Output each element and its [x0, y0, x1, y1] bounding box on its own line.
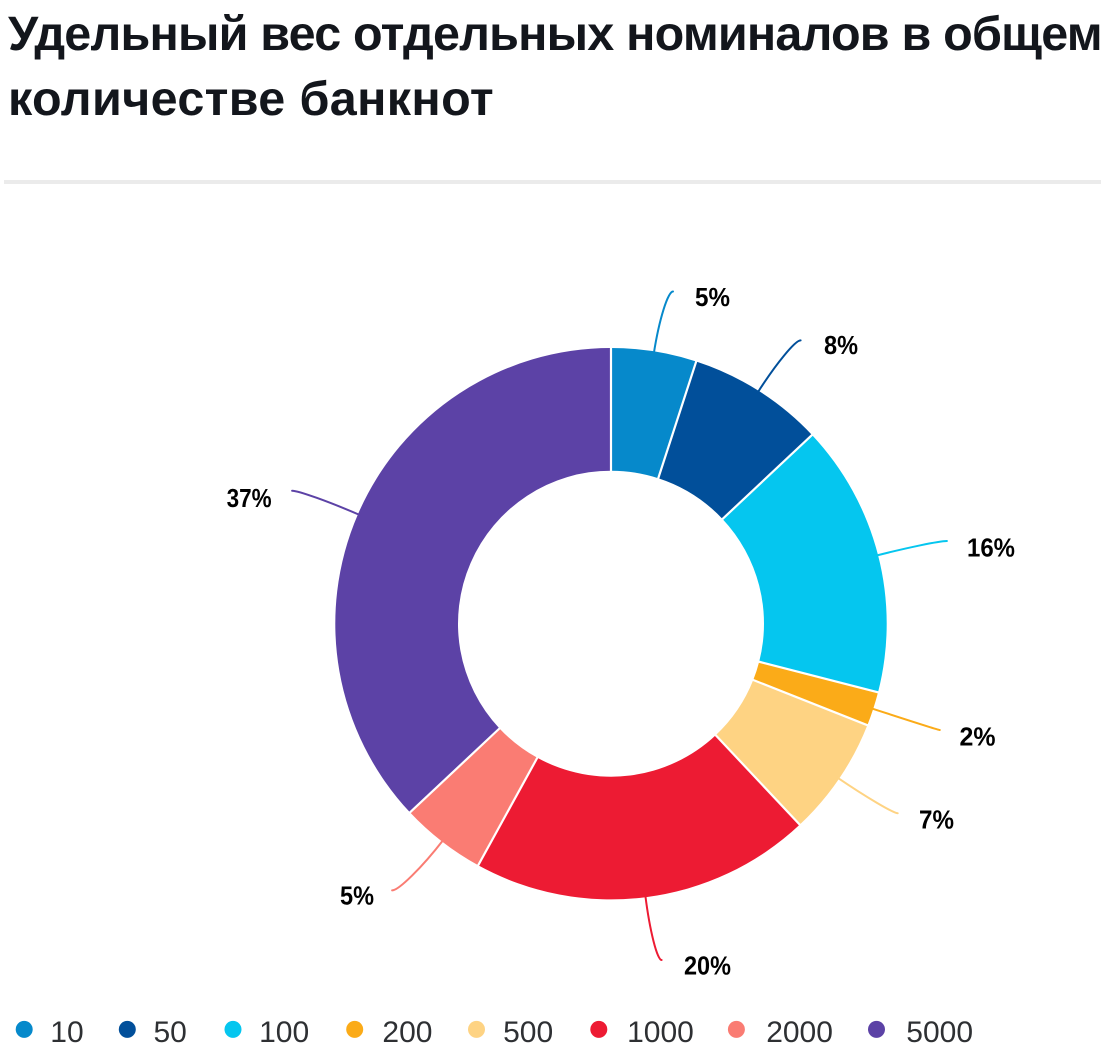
svg-text:2000: 2000: [766, 1016, 833, 1049]
svg-text:200: 200: [382, 1016, 432, 1049]
svg-text:50: 50: [154, 1016, 187, 1049]
svg-text:10: 10: [50, 1016, 83, 1049]
svg-text:37%: 37%: [227, 483, 272, 513]
svg-text:2%: 2%: [960, 722, 996, 752]
svg-text:5%: 5%: [340, 881, 374, 911]
svg-text:20%: 20%: [684, 951, 731, 981]
svg-text:8%: 8%: [824, 330, 858, 360]
svg-text:100: 100: [259, 1016, 309, 1049]
svg-text:1000: 1000: [627, 1016, 694, 1049]
svg-text:5%: 5%: [695, 282, 730, 312]
svg-text:5000: 5000: [906, 1016, 973, 1049]
svg-text:500: 500: [503, 1016, 553, 1049]
svg-text:7%: 7%: [919, 805, 954, 835]
svg-text:16%: 16%: [967, 533, 1015, 563]
